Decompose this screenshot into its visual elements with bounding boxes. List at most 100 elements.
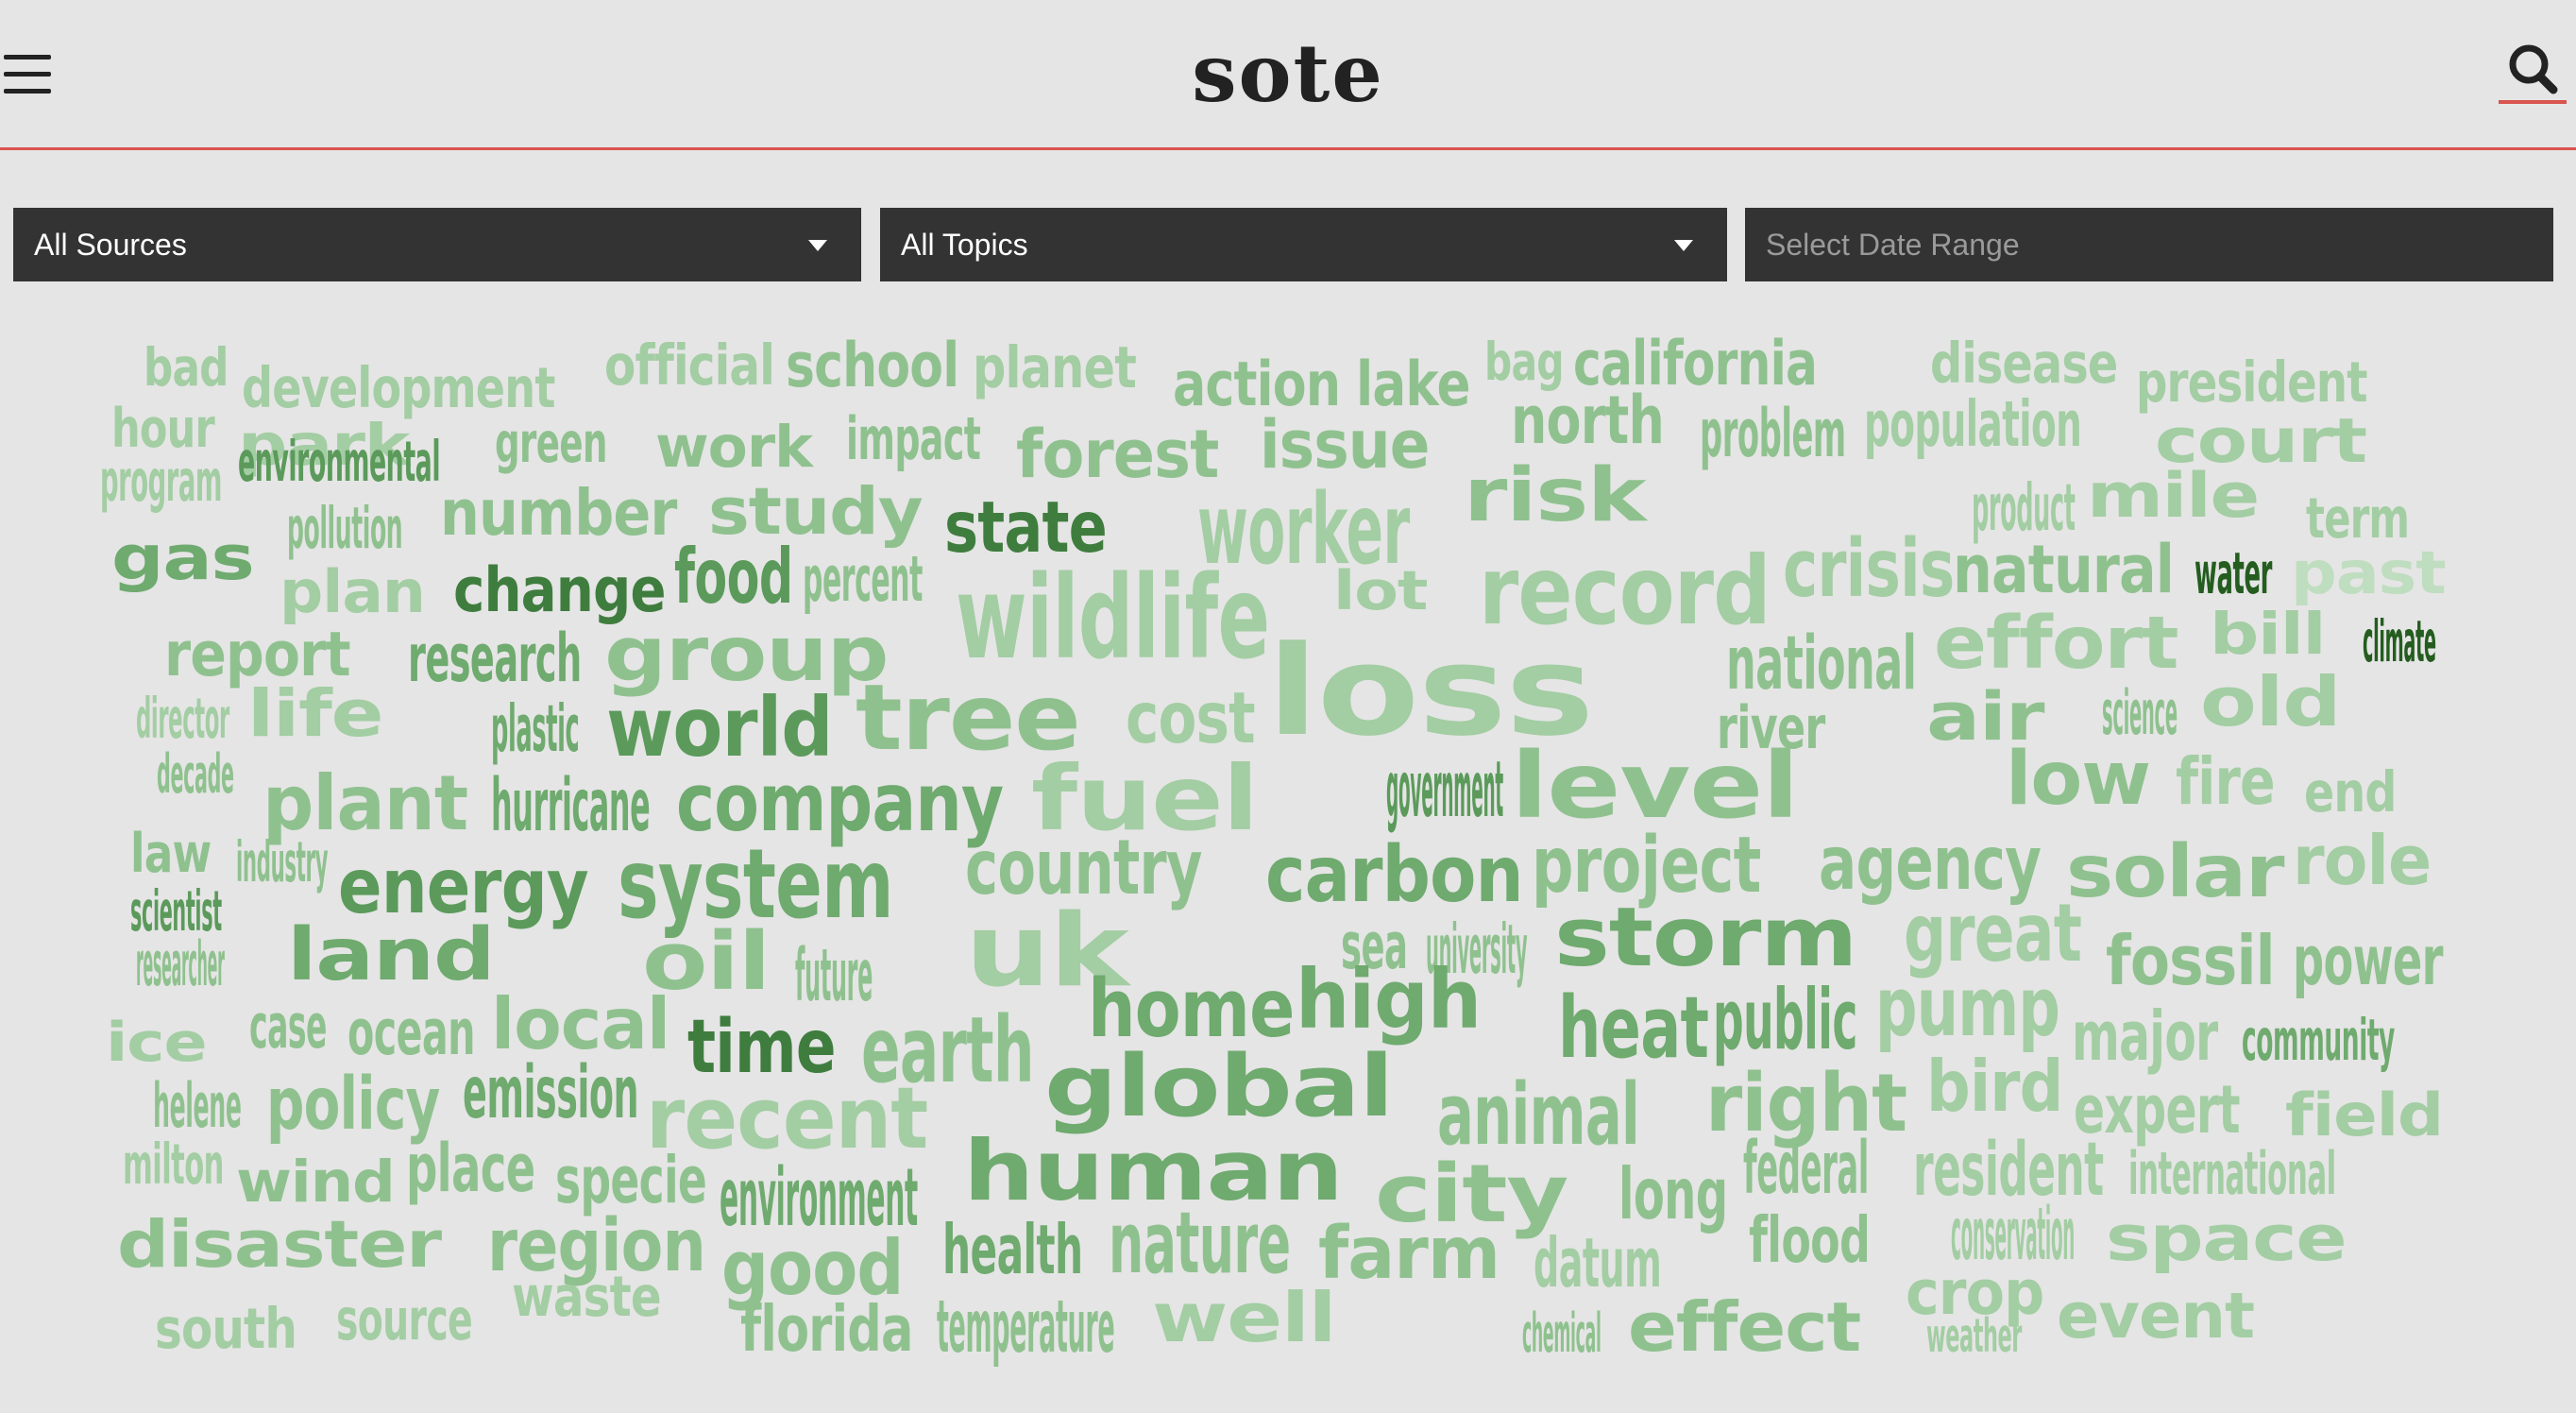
word-scientist[interactable]: scientist xyxy=(130,878,222,944)
word-planet[interactable]: planet xyxy=(973,335,1137,401)
word-flood[interactable]: flood xyxy=(1749,1203,1871,1277)
word-florida[interactable]: florida xyxy=(740,1292,913,1366)
word-official[interactable]: official xyxy=(604,332,775,398)
word-expert[interactable]: expert xyxy=(2074,1071,2241,1149)
site-logo[interactable]: sote xyxy=(1192,26,1384,120)
word-human[interactable]: human xyxy=(963,1122,1344,1219)
word-plan[interactable]: plan xyxy=(280,557,426,626)
word-great[interactable]: great xyxy=(1904,887,2082,979)
word-population[interactable]: population xyxy=(1864,387,2082,461)
word-research[interactable]: research xyxy=(408,620,582,697)
word-land[interactable]: land xyxy=(287,913,496,997)
word-government[interactable]: government xyxy=(1386,745,1504,835)
word-health[interactable]: health xyxy=(942,1211,1083,1290)
word-end[interactable]: end xyxy=(2304,759,2397,825)
word-right[interactable]: right xyxy=(1705,1057,1907,1149)
word-hurricane[interactable]: hurricane xyxy=(491,764,651,848)
word-record[interactable]: record xyxy=(1479,536,1771,646)
word-bird[interactable]: bird xyxy=(1926,1046,2063,1128)
word-science[interactable]: science xyxy=(2102,678,2178,749)
word-power[interactable]: power xyxy=(2293,922,2443,1001)
word-storm[interactable]: storm xyxy=(1554,891,1857,985)
word-tree[interactable]: tree xyxy=(856,665,1081,771)
word-river[interactable]: river xyxy=(1717,693,1825,762)
word-fossil[interactable]: fossil xyxy=(2106,922,2276,1001)
word-industry[interactable]: industry xyxy=(236,829,329,894)
word-well[interactable]: well xyxy=(1152,1279,1336,1358)
word-wind[interactable]: wind xyxy=(236,1149,396,1216)
word-high[interactable]: high xyxy=(1296,953,1482,1047)
word-water[interactable]: water xyxy=(2195,541,2272,607)
topics-dropdown[interactable]: All Topics xyxy=(880,208,1727,281)
word-pump[interactable]: pump xyxy=(1875,961,2060,1055)
word-earth[interactable]: earth xyxy=(861,997,1034,1103)
word-time[interactable]: time xyxy=(687,1004,837,1090)
word-worker[interactable]: worker xyxy=(1197,473,1410,587)
word-public[interactable]: public xyxy=(1713,971,1857,1068)
word-project[interactable]: project xyxy=(1532,821,1761,911)
word-report[interactable]: report xyxy=(164,620,351,690)
word-bad[interactable]: bad xyxy=(144,337,229,398)
word-california[interactable]: california xyxy=(1573,329,1818,400)
word-lot[interactable]: lot xyxy=(1333,560,1428,622)
word-federal[interactable]: federal xyxy=(1743,1127,1869,1211)
word-source[interactable]: source xyxy=(336,1287,473,1353)
word-policy[interactable]: policy xyxy=(266,1063,440,1147)
word-global[interactable]: global xyxy=(1044,1037,1394,1136)
word-bag[interactable]: bag xyxy=(1484,332,1565,392)
word-school[interactable]: school xyxy=(786,331,959,401)
word-case[interactable]: case xyxy=(249,992,327,1063)
word-food[interactable]: food xyxy=(674,532,793,621)
word-specie[interactable]: specie xyxy=(555,1143,707,1218)
word-crisis[interactable]: crisis xyxy=(1783,522,1955,615)
word-effect[interactable]: effect xyxy=(1628,1288,1861,1368)
word-disease[interactable]: disease xyxy=(1930,331,2118,396)
word-natural[interactable]: natural xyxy=(1953,531,2175,608)
sources-dropdown[interactable]: All Sources xyxy=(13,208,861,281)
date-range-input[interactable]: Select Date Range xyxy=(1745,208,2553,281)
word-region[interactable]: region xyxy=(487,1204,706,1288)
word-air[interactable]: air xyxy=(1926,678,2045,756)
word-chemical[interactable]: chemical xyxy=(1522,1302,1602,1365)
word-event[interactable]: event xyxy=(2057,1279,2255,1353)
word-fire[interactable]: fire xyxy=(2176,744,2276,820)
word-fuel[interactable]: fuel xyxy=(1031,748,1259,851)
word-life[interactable]: life xyxy=(247,676,383,752)
word-climate[interactable]: climate xyxy=(2363,609,2436,675)
word-lake[interactable]: lake xyxy=(1356,349,1470,420)
word-wildlife[interactable]: wildlife xyxy=(956,551,1270,685)
word-nature[interactable]: nature xyxy=(1109,1194,1291,1293)
word-conservation[interactable]: conservation xyxy=(1951,1193,2076,1277)
word-term[interactable]: term xyxy=(2306,485,2410,551)
word-past[interactable]: past xyxy=(2291,538,2447,607)
word-waste[interactable]: waste xyxy=(512,1264,662,1329)
word-heat[interactable]: heat xyxy=(1558,979,1709,1078)
word-community[interactable]: community xyxy=(2242,1008,2395,1074)
word-crop[interactable]: crop xyxy=(1906,1258,2044,1329)
word-carbon[interactable]: carbon xyxy=(1265,830,1524,920)
word-world[interactable]: world xyxy=(606,681,834,775)
word-home[interactable]: home xyxy=(1088,962,1295,1055)
word-group[interactable]: group xyxy=(604,609,890,698)
word-product[interactable]: product xyxy=(1972,470,2076,546)
word-impact[interactable]: impact xyxy=(846,404,981,473)
word-director[interactable]: director xyxy=(136,686,229,751)
word-north[interactable]: north xyxy=(1511,382,1665,459)
word-percent[interactable]: percent xyxy=(803,542,923,616)
word-future[interactable]: future xyxy=(795,934,873,1018)
word-temperature[interactable]: temperature xyxy=(937,1285,1115,1370)
word-old[interactable]: old xyxy=(2200,663,2341,742)
word-agency[interactable]: agency xyxy=(1819,821,2042,907)
word-solar[interactable]: solar xyxy=(2066,830,2284,914)
word-risk[interactable]: risk xyxy=(1464,452,1647,538)
word-state[interactable]: state xyxy=(944,486,1108,569)
word-plant[interactable]: plant xyxy=(263,758,468,847)
word-law[interactable]: law xyxy=(130,823,212,885)
word-company[interactable]: company xyxy=(676,757,1004,849)
word-park[interactable]: park xyxy=(238,413,410,479)
word-good[interactable]: good xyxy=(721,1223,904,1312)
word-recent[interactable]: recent xyxy=(646,1069,928,1168)
word-cost[interactable]: cost xyxy=(1126,677,1256,759)
word-long[interactable]: long xyxy=(1618,1153,1728,1235)
search-icon[interactable] xyxy=(2499,38,2567,104)
